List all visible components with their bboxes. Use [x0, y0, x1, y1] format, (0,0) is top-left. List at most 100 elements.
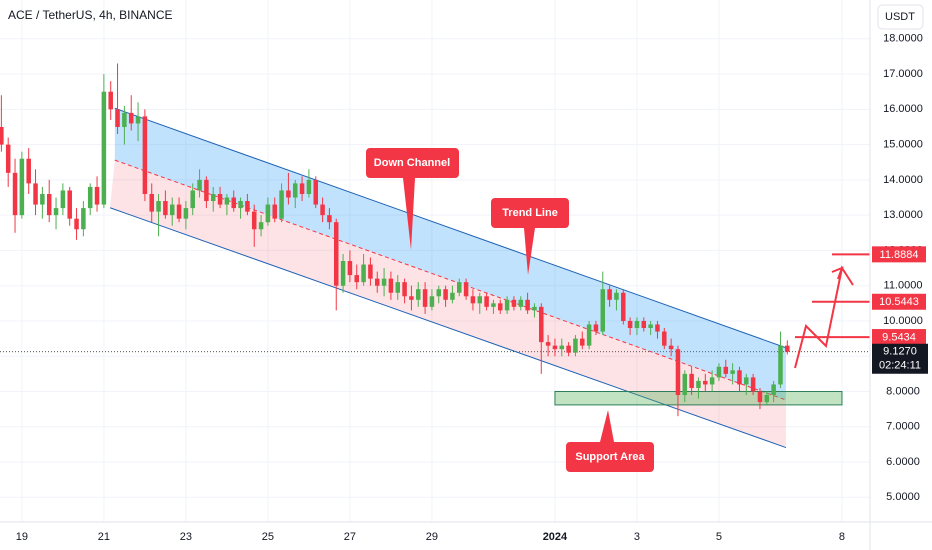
candle-body [183, 208, 189, 219]
currency-button[interactable]: USDT [877, 4, 924, 30]
candle-body [258, 222, 264, 230]
candle-body [436, 289, 442, 297]
candle-body [457, 282, 462, 293]
candle-body [627, 320, 633, 329]
drawings [109, 107, 843, 449]
target-label-box [872, 329, 926, 346]
overlay: Down Channel Trend Line Support Area [366, 148, 870, 472]
candle-body [115, 109, 120, 127]
candle-body [689, 373, 694, 388]
candle-body [169, 204, 175, 216]
candle-body [539, 306, 544, 343]
candle-body [662, 331, 667, 346]
projection-arrowhead [831, 266, 844, 280]
channel-upper-fill [114, 108, 786, 400]
candle-body [299, 183, 305, 194]
target-label: 10.5443 [879, 296, 919, 308]
candle-body [709, 377, 715, 385]
candle-body [511, 299, 517, 307]
candle-body [586, 324, 592, 346]
candle-body [306, 179, 312, 194]
candle-body [675, 349, 681, 396]
candle-body [101, 91, 107, 205]
currency-label[interactable]: USDT [885, 11, 915, 23]
candle-body [750, 377, 756, 392]
candle-body [81, 208, 86, 230]
candle-body [422, 289, 428, 307]
candle-body [320, 204, 325, 216]
candle-body [292, 183, 298, 198]
candle-body [374, 278, 380, 286]
callout-support-area: Support Area [566, 410, 654, 472]
candle-body [210, 193, 216, 202]
y-tick-label: 5.0000 [886, 491, 920, 503]
x-tick-label: 5 [716, 531, 722, 543]
y-tick-label: 18.0000 [883, 33, 923, 45]
candle-body [402, 282, 407, 297]
x-tick-label: 3 [634, 531, 640, 543]
candle-body [347, 261, 353, 276]
channel-lower-line [109, 207, 787, 449]
x-tick-label: 29 [426, 531, 438, 543]
candle-body [409, 296, 414, 300]
candle-body [416, 289, 421, 300]
candle-body [668, 345, 674, 350]
candle-body [361, 264, 366, 283]
candle-body [429, 296, 435, 307]
candle-body [641, 320, 647, 329]
target-label: 9.5434 [882, 331, 916, 343]
candle-body [340, 261, 346, 286]
candle-body [251, 211, 257, 230]
candle-body [757, 391, 763, 403]
candle-body [74, 218, 79, 230]
y-tick-label: 11.0000 [884, 280, 923, 292]
x-tick-label: 21 [98, 531, 110, 543]
callout-text: Down Channel [374, 157, 450, 169]
callout-text: Support Area [575, 451, 645, 463]
candle-body [135, 116, 141, 124]
candle-body [566, 345, 571, 353]
last-price-label: 9.1270 [883, 346, 917, 358]
candle-body [518, 299, 524, 307]
candle-body [128, 112, 134, 124]
candle-body [573, 338, 578, 353]
projection-path [794, 265, 854, 369]
candles [0, 63, 790, 417]
y-tick-label: 7.0000 [886, 421, 920, 433]
candle-body [723, 366, 729, 374]
y-tick-label: 17.0000 [883, 68, 923, 80]
channel-upper-line [114, 107, 787, 349]
candle-body [279, 190, 284, 219]
target-label: 11.8884 [880, 249, 919, 261]
x-tick-label: 2024 [543, 531, 568, 543]
candle-body [26, 158, 31, 184]
candle-body [46, 193, 52, 216]
candle-body [265, 204, 271, 223]
currency-button-frame[interactable] [877, 4, 924, 30]
target-label-box [872, 246, 926, 263]
chart-title: ACE / TetherUS, 4h, BINANCE [8, 8, 173, 22]
candle-body [231, 197, 236, 209]
candle-body [703, 380, 708, 385]
countdown: 02:24:11 [879, 360, 921, 372]
x-tick-label: 23 [180, 531, 192, 543]
callout-shape [566, 410, 654, 472]
candle-body [286, 190, 291, 198]
candle-body [580, 338, 585, 346]
candle-body [682, 373, 688, 396]
candle-body [40, 193, 45, 205]
candle-body [491, 303, 496, 307]
candle-body [552, 345, 558, 350]
candle-body [0, 126, 4, 145]
candle-body [94, 186, 100, 205]
candle-body [156, 201, 161, 212]
candle-body [450, 292, 455, 300]
candle-body [190, 190, 195, 209]
candle-body [368, 264, 373, 279]
candle-body [217, 193, 223, 205]
candle-body [354, 275, 360, 283]
y-tick-label: 15.0000 [883, 139, 923, 151]
callout-down-channel: Down Channel [366, 148, 459, 250]
last-price-box [872, 343, 928, 374]
